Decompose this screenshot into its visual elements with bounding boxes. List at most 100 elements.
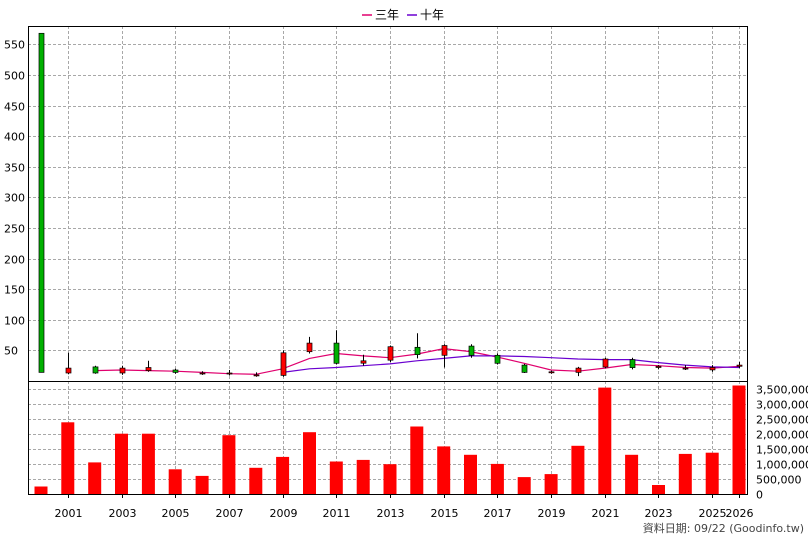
x-tick-label: 2026 <box>726 507 754 520</box>
volume-bar <box>329 461 343 494</box>
volume-bar <box>249 467 263 494</box>
price-tick-label: 550 <box>4 39 25 52</box>
volume-tick-label: 2,000,000 <box>756 429 808 442</box>
x-tick-label: 2013 <box>377 507 405 520</box>
volume-bar <box>678 453 692 494</box>
candle-body <box>280 352 287 376</box>
volume-tick-label: 1,000,000 <box>756 459 808 472</box>
candle-body <box>575 367 582 373</box>
volume-bar <box>383 464 397 494</box>
candle-body <box>521 364 528 373</box>
x-tick-label: 2011 <box>323 507 351 520</box>
volume-bar <box>625 454 639 494</box>
volume-bar <box>705 452 719 494</box>
volume-bar <box>652 485 665 494</box>
x-tick-label: 2023 <box>645 507 673 520</box>
price-tick-label: 500 <box>4 70 25 83</box>
volume-bar <box>732 385 746 494</box>
price-tick-label: 400 <box>4 131 25 144</box>
volume-tick-label: 0 <box>756 489 763 502</box>
volume-tick-label: 500,000 <box>756 474 802 487</box>
x-tick-label: 2015 <box>431 507 459 520</box>
price-tick-label: 150 <box>4 284 25 297</box>
price-tick-label: 300 <box>4 192 25 205</box>
plot-frame <box>28 26 748 495</box>
candle-body <box>38 32 45 373</box>
price-tick-label: 200 <box>4 254 25 267</box>
volume-axis: 0 500,000 1,000,000 1,500,000 2,000,000 2,500… <box>756 384 808 502</box>
candle-body <box>92 366 99 374</box>
x-tick-label: 2019 <box>538 507 566 520</box>
candle-body <box>682 367 689 370</box>
x-tick-label: 2001 <box>55 507 83 520</box>
candle-body <box>306 342 313 353</box>
price-tick-label: 100 <box>4 315 25 328</box>
x-axis: 2001 2003 2005 2007 2009 2011 2013 2015 2017 2019… <box>55 494 754 520</box>
price-tick-label: 50 <box>4 345 18 358</box>
candle-body <box>199 372 206 375</box>
price-tick-label: 450 <box>4 101 25 114</box>
price-tick-label: 250 <box>4 223 25 236</box>
candle-body <box>602 358 609 368</box>
x-tick-label: 2017 <box>484 507 512 520</box>
x-tick-label: 2003 <box>109 507 137 520</box>
candle-body <box>387 346 394 361</box>
volume-bar <box>115 433 128 494</box>
volume-bar <box>437 446 451 494</box>
volume-bar <box>598 387 612 494</box>
candle-body <box>655 365 662 368</box>
x-tick-label: 2005 <box>162 507 190 520</box>
candle-body <box>709 367 716 371</box>
candlesticks <box>38 32 743 377</box>
legend: 三年 十年 <box>362 8 444 22</box>
legend-label-10yr: 十年 <box>420 8 444 22</box>
candle-body <box>119 367 126 374</box>
volume-bar <box>303 432 316 494</box>
candle-body <box>65 367 72 374</box>
candle-body <box>548 371 555 374</box>
candle-body <box>253 374 260 377</box>
price-tick-label: 350 <box>4 162 25 175</box>
candle-body <box>494 354 501 364</box>
candle-body <box>145 367 152 371</box>
grid <box>28 26 748 495</box>
candle-body <box>441 345 448 356</box>
volume-tick-label: 3,500,000 <box>756 384 808 397</box>
volume-bar <box>141 433 155 494</box>
candle-body <box>736 364 743 367</box>
x-tick-label: 2021 <box>592 507 620 520</box>
volume-bar <box>222 435 236 494</box>
candle-body <box>468 345 475 356</box>
volume-bar <box>410 426 424 494</box>
volume-tick-label: 3,000,000 <box>756 399 808 412</box>
candle-body <box>333 342 340 364</box>
volume-bar <box>34 486 48 494</box>
volume-bars <box>34 385 746 494</box>
x-tick-label: 2025 <box>699 507 727 520</box>
volume-bar <box>61 422 75 494</box>
source-date-label: 資料日期: 09/22 (Goodinfo.tw) <box>643 521 804 535</box>
candle-body <box>226 372 233 375</box>
legend-label-3yr: 三年 <box>375 8 399 22</box>
x-tick-label: 2009 <box>270 507 298 520</box>
volume-bar <box>195 475 209 494</box>
price-axis: 50 100 150 200 250 300 350 400 450 500 550 <box>4 39 25 358</box>
candle-body <box>172 369 179 373</box>
volume-bar <box>168 469 182 494</box>
volume-bar <box>356 459 370 494</box>
volume-bar <box>517 477 531 494</box>
x-tick-label: 2007 <box>216 507 244 520</box>
candle-body <box>360 360 367 364</box>
plot-border <box>28 26 748 495</box>
volume-bar <box>464 454 477 494</box>
volume-tick-label: 2,500,000 <box>756 414 808 427</box>
volume-bar <box>571 445 585 494</box>
candle-body <box>629 359 636 368</box>
volume-bar <box>544 474 558 494</box>
volume-bar <box>276 456 290 494</box>
volume-tick-label: 1,500,000 <box>756 444 808 457</box>
volume-bar <box>490 463 504 494</box>
volume-bar <box>88 462 102 494</box>
ma-line <box>282 355 740 373</box>
